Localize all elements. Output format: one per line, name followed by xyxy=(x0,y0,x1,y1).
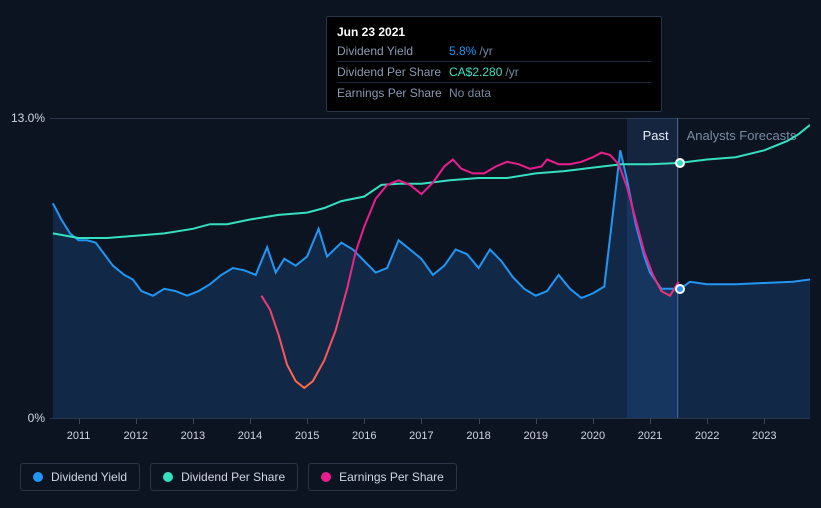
x-tick-label: 2023 xyxy=(752,430,776,442)
x-tick-label: 2014 xyxy=(238,430,262,442)
legend-item[interactable]: Dividend Yield xyxy=(20,463,140,491)
x-tick-label: 2019 xyxy=(523,430,547,442)
y-tick-label: 0% xyxy=(28,411,45,425)
x-tick xyxy=(136,418,137,424)
x-tick xyxy=(479,418,480,424)
legend-label: Dividend Yield xyxy=(51,470,127,484)
dividend-per-share-line xyxy=(53,125,810,238)
x-tick xyxy=(764,418,765,424)
x-tick xyxy=(364,418,365,424)
legend-item[interactable]: Earnings Per Share xyxy=(308,463,457,491)
y-tick-label: 13.0% xyxy=(11,111,45,125)
dividend-chart: 13.0% 0% 2011 2012 2013 2014 2015 2016 2017 2018… xyxy=(0,0,821,508)
x-tick xyxy=(307,418,308,424)
legend-swatch-icon xyxy=(33,472,43,482)
x-tick xyxy=(593,418,594,424)
x-tick-label: 2011 xyxy=(67,430,91,442)
tooltip-date: Jun 23 2021 xyxy=(337,25,651,39)
plot-svg[interactable] xyxy=(50,118,810,418)
legend-swatch-icon xyxy=(163,472,173,482)
tooltip-value: CA$2.280/yr xyxy=(449,65,519,79)
x-tick xyxy=(193,418,194,424)
x-tick xyxy=(707,418,708,424)
tooltip-row: Dividend Per ShareCA$2.280/yr xyxy=(337,61,651,82)
dividend-yield-area xyxy=(53,150,810,418)
x-tick xyxy=(250,418,251,424)
x-tick-label: 2016 xyxy=(352,430,376,442)
x-tick-label: 2013 xyxy=(181,430,205,442)
legend-item[interactable]: Dividend Per Share xyxy=(150,463,298,491)
x-tick xyxy=(536,418,537,424)
x-tick-label: 2012 xyxy=(123,430,147,442)
x-tick-label: 2017 xyxy=(409,430,433,442)
x-tick xyxy=(650,418,651,424)
x-tick-label: 2015 xyxy=(295,430,319,442)
tooltip-key: Dividend Per Share xyxy=(337,65,449,79)
x-tick xyxy=(421,418,422,424)
forecast-marker xyxy=(675,158,685,168)
x-tick-label: 2020 xyxy=(581,430,605,442)
forecast-marker xyxy=(675,284,685,294)
x-tick-label: 2018 xyxy=(466,430,490,442)
legend-label: Earnings Per Share xyxy=(339,470,444,484)
tooltip: Jun 23 2021 Dividend Yield5.8%/yrDividen… xyxy=(326,16,662,112)
legend-label: Dividend Per Share xyxy=(181,470,285,484)
legend-swatch-icon xyxy=(321,472,331,482)
x-tick xyxy=(79,418,80,424)
tooltip-value: 5.8%/yr xyxy=(449,44,493,58)
tooltip-key: Dividend Yield xyxy=(337,44,449,58)
legend: Dividend Yield Dividend Per Share Earnings… xyxy=(20,463,457,491)
tooltip-row: Dividend Yield5.8%/yr xyxy=(337,41,651,61)
gridline-bottom xyxy=(50,418,810,419)
x-tick-label: 2022 xyxy=(695,430,719,442)
tooltip-value: No data xyxy=(449,86,491,100)
x-tick-label: 2021 xyxy=(638,430,662,442)
tooltip-row: Earnings Per ShareNo data xyxy=(337,82,651,103)
tooltip-key: Earnings Per Share xyxy=(337,86,449,100)
